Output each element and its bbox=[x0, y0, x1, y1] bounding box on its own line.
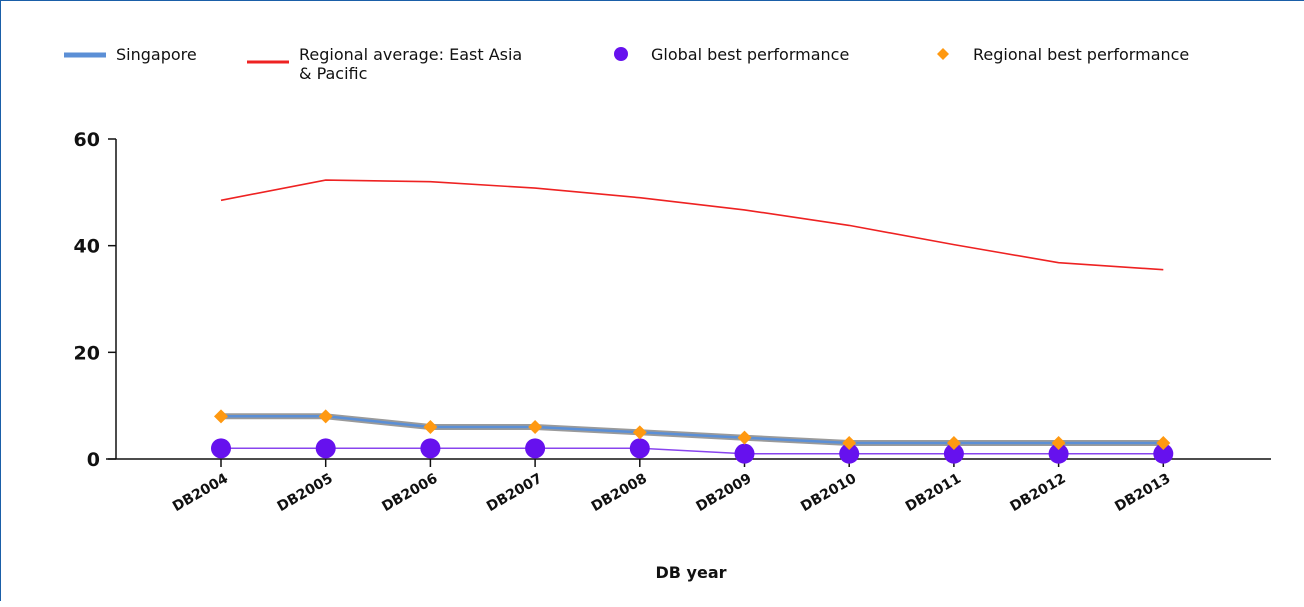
legend-label-regional-average: Regional average: East Asia & Pacific bbox=[299, 45, 527, 83]
x-tick-label: DB2011 bbox=[903, 471, 964, 515]
legend-label-regional-best: Regional best performance bbox=[973, 45, 1189, 64]
y-tick-label: 0 bbox=[87, 449, 100, 471]
x-tick-label: DB2012 bbox=[1008, 471, 1069, 515]
regional-best-point bbox=[528, 420, 543, 434]
global-best-point bbox=[315, 438, 336, 459]
x-tick-label: DB2010 bbox=[798, 470, 859, 515]
global-best-point bbox=[943, 443, 964, 464]
global-best-point bbox=[211, 438, 231, 459]
legend: Singapore Regional average: East Asia & … bbox=[64, 45, 1189, 83]
x-axis-title: DB year bbox=[655, 563, 726, 582]
global-best-point bbox=[525, 438, 546, 459]
regional-best-point bbox=[318, 409, 333, 424]
legend-label-global-best: Global best performance bbox=[651, 45, 849, 64]
regional-best-point bbox=[632, 425, 647, 440]
x-tick-label: DB2009 bbox=[693, 471, 754, 515]
regional-best-point bbox=[842, 436, 857, 450]
x-tick-label: DB2006 bbox=[379, 471, 440, 515]
series-line-singapore bbox=[221, 415, 1164, 445]
global-best-point bbox=[420, 438, 441, 459]
series-layer bbox=[211, 179, 1174, 464]
global-best-point bbox=[839, 443, 860, 464]
regional-best-point bbox=[423, 420, 438, 434]
regional-best-point bbox=[214, 409, 228, 424]
series-line-global-best bbox=[221, 447, 1164, 455]
global-best-point bbox=[629, 438, 650, 459]
regional-best-point bbox=[946, 436, 961, 450]
global-best-point bbox=[734, 443, 755, 464]
legend-item-global-best: Global best performance bbox=[614, 45, 849, 64]
x-tick-label: DB2013 bbox=[1112, 471, 1173, 515]
y-tick-label: 60 bbox=[74, 129, 100, 151]
regional-best-point bbox=[1051, 436, 1066, 450]
legend-label-singapore: Singapore bbox=[116, 45, 197, 64]
regional-best-point bbox=[737, 430, 752, 445]
y-tick-label: 20 bbox=[74, 342, 100, 364]
global-best-point bbox=[1153, 443, 1174, 464]
y-tick-label: 40 bbox=[74, 236, 100, 258]
x-tick-label: DB2004 bbox=[170, 470, 231, 515]
legend-item-regional-best: Regional best performance bbox=[937, 45, 1189, 64]
legend-item-singapore: Singapore bbox=[64, 45, 197, 64]
axes: 0 20 40 60 DB2004 DB2005 DB2006 DB2007 DB2008 DB2… bbox=[74, 129, 1271, 515]
x-tick-label: DB2005 bbox=[275, 471, 336, 515]
global-best-point bbox=[1048, 443, 1069, 464]
x-tick-label: DB2008 bbox=[589, 471, 650, 515]
regional-best-point bbox=[1156, 436, 1171, 450]
legend-item-regional-average: Regional average: East Asia & Pacific bbox=[247, 45, 527, 83]
legend-swatch-regional-best bbox=[937, 48, 949, 60]
series-line-regional-average bbox=[220, 179, 1164, 271]
x-tick-label: DB2007 bbox=[484, 471, 545, 515]
legend-swatch-global-best bbox=[614, 47, 628, 61]
